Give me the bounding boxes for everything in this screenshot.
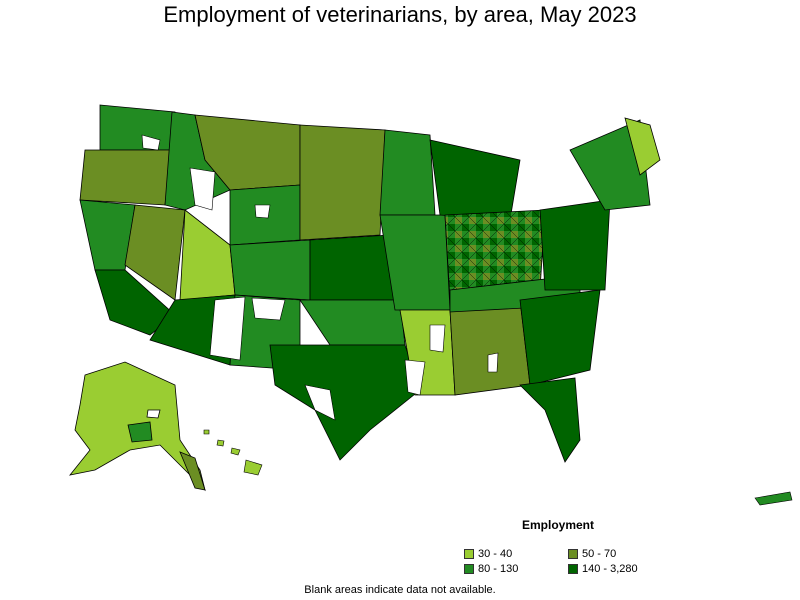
no-data-areas bbox=[141, 134, 499, 421]
blank-area bbox=[487, 352, 499, 373]
region-puerto-rico bbox=[754, 491, 793, 506]
legend-label: 30 - 40 bbox=[478, 548, 513, 560]
blank-area bbox=[141, 134, 161, 151]
legend-swatch bbox=[568, 549, 578, 559]
legend-swatch bbox=[464, 549, 474, 559]
region-oklahoma bbox=[299, 299, 406, 346]
alaska bbox=[69, 361, 206, 492]
region-new-england bbox=[569, 119, 651, 211]
region-dakotas bbox=[299, 124, 386, 241]
region-colorado bbox=[229, 239, 311, 301]
legend-label: 50 - 70 bbox=[582, 548, 617, 560]
legend-swatch bbox=[568, 564, 578, 574]
region-mississippi-alabama bbox=[449, 299, 531, 396]
region-wisconsin-michigan bbox=[429, 139, 521, 221]
blank-area bbox=[189, 167, 216, 211]
region-hawaii-oahu bbox=[216, 439, 225, 447]
region-nebraska-kansas bbox=[309, 234, 396, 301]
blank-area bbox=[404, 359, 426, 396]
region-minnesota bbox=[379, 129, 436, 216]
puerto-rico bbox=[754, 491, 793, 506]
blank-area bbox=[254, 204, 271, 219]
region-alaska-southeast bbox=[179, 451, 206, 491]
legend-title: Employment bbox=[522, 518, 595, 532]
region-oregon bbox=[79, 149, 173, 206]
map-title: Employment of veterinarians, by area, Ma… bbox=[163, 2, 637, 27]
region-utah bbox=[179, 209, 236, 301]
region-mid-atlantic bbox=[539, 199, 611, 291]
legend-item-140-3280: 140 - 3,280 bbox=[568, 563, 638, 575]
blank-area bbox=[146, 409, 161, 419]
region-hawaii-kauai bbox=[203, 429, 210, 435]
region-hawaii-big-island bbox=[243, 459, 263, 476]
legend-swatch bbox=[464, 564, 474, 574]
region-florida bbox=[519, 377, 581, 463]
region-hawaii-maui bbox=[230, 447, 241, 456]
legend-label: 140 - 3,280 bbox=[582, 563, 638, 575]
legend-item-30-40: 30 - 40 bbox=[464, 548, 512, 560]
contiguous-us bbox=[79, 104, 661, 463]
hawaii bbox=[203, 429, 263, 476]
blank-area bbox=[251, 297, 286, 321]
legend-label: 80 - 130 bbox=[478, 563, 519, 575]
region-maine bbox=[624, 117, 661, 176]
region-georgia-carolinas bbox=[519, 289, 601, 386]
region-alaska-anchorage bbox=[127, 421, 153, 443]
blank-area bbox=[209, 296, 246, 361]
legend-item-50-70: 50 - 70 bbox=[568, 548, 616, 560]
blank-area bbox=[304, 384, 336, 421]
region-washington bbox=[99, 104, 176, 151]
legend-item-80-130: 80 - 130 bbox=[464, 563, 518, 575]
region-texas bbox=[269, 344, 421, 461]
footnote: Blank areas indicate data not available. bbox=[304, 584, 496, 596]
blank-area bbox=[429, 324, 446, 353]
